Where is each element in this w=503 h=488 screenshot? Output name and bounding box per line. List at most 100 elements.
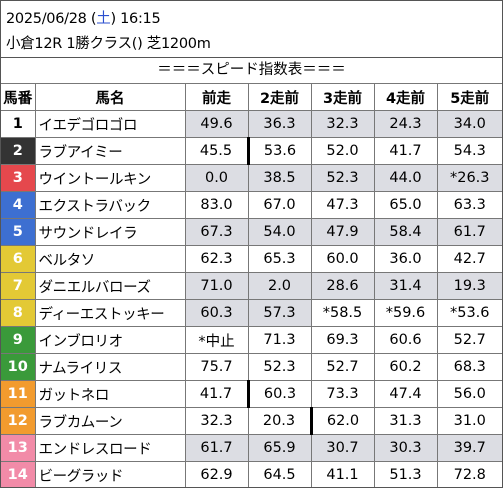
speed-index-value: 0.0 — [184, 164, 249, 192]
speed-index-value: *58.5 — [310, 299, 375, 327]
speed-index-value: 54.0 — [247, 218, 312, 246]
speed-index-value: 52.7 — [436, 326, 502, 354]
speed-index-value: 31.0 — [436, 407, 502, 435]
speed-index-value: 19.3 — [436, 272, 502, 300]
horse-number: 14 — [1, 461, 36, 487]
speed-index-value: 30.3 — [373, 434, 438, 462]
speed-index-value: *中止 — [184, 326, 249, 354]
horse-name: ガットネロ — [34, 380, 186, 408]
horse-name: エンドレスロード — [34, 434, 186, 462]
horse-number: 9 — [1, 326, 36, 354]
speed-index-value: 47.9 — [310, 218, 375, 246]
speed-index-value: 65.9 — [247, 434, 312, 462]
speed-index-value: 38.5 — [247, 164, 312, 192]
speed-index-value: 71.0 — [184, 272, 249, 300]
table-row: 14 ビーグラッド 62.9 64.5 41.1 51.3 72.8 — [1, 461, 502, 487]
speed-index-value: 42.7 — [436, 245, 502, 273]
table-title: ＝＝＝スピード指数表＝＝＝ — [1, 58, 502, 84]
horse-number: 7 — [1, 272, 36, 300]
horse-number: 3 — [1, 164, 36, 192]
col-header-last-race: 前走 — [184, 83, 249, 111]
speed-index-value: 52.3 — [310, 164, 375, 192]
speed-index-value: 61.7 — [436, 218, 502, 246]
table-row: 10 ナムライリス 75.7 52.3 52.7 60.2 68.3 — [1, 353, 502, 381]
col-header-2-races-ago: 2走前 — [247, 83, 312, 111]
speed-index-value: 62.9 — [184, 461, 249, 487]
col-header-3-races-ago: 3走前 — [310, 83, 375, 111]
table-row: 1 イエデゴロゴロ 49.6 36.3 32.3 24.3 34.0 — [1, 110, 502, 138]
horse-number: 4 — [1, 191, 36, 219]
speed-index-value: 32.3 — [310, 110, 375, 138]
speed-index-value: 52.7 — [310, 353, 375, 381]
speed-index-value: 60.3 — [247, 380, 312, 408]
speed-index-value: 62.3 — [184, 245, 249, 273]
col-header-5-races-ago: 5走前 — [436, 83, 502, 111]
speed-index-value: 36.3 — [247, 110, 312, 138]
table-row: 8 ディーエストッキー 60.3 57.3 *58.5 *59.6 *53.6 — [1, 299, 502, 327]
speed-index-value: 60.6 — [373, 326, 438, 354]
horse-number: 1 — [1, 110, 36, 138]
day-of-week: 土 — [96, 11, 111, 27]
header-divider — [1, 57, 502, 58]
speed-index-value: 68.3 — [436, 353, 502, 381]
speed-index-value: 52.0 — [310, 137, 375, 165]
table-row: 5 サウンドレイラ 67.3 54.0 47.9 58.4 61.7 — [1, 218, 502, 246]
speed-index-value: 65.3 — [247, 245, 312, 273]
speed-index-value: 73.3 — [310, 380, 375, 408]
horse-number: 6 — [1, 245, 36, 273]
speed-index-value: 69.3 — [310, 326, 375, 354]
speed-index-value: 49.6 — [184, 110, 249, 138]
table-header-row: 馬番 馬名 前走 2走前 3走前 4走前 5走前 — [1, 83, 502, 111]
speed-index-value: 67.3 — [184, 218, 249, 246]
horse-name: ディーエストッキー — [34, 299, 186, 327]
table-row: 6 ベルタソ 62.3 65.3 60.0 36.0 42.7 — [1, 245, 502, 273]
speed-index-value: 53.6 — [247, 137, 312, 165]
horse-number: 11 — [1, 380, 36, 408]
speed-index-value: 64.5 — [247, 461, 312, 487]
speed-index-value: 31.4 — [373, 272, 438, 300]
horse-number: 10 — [1, 353, 36, 381]
horse-number: 13 — [1, 434, 36, 462]
horse-name: サウンドレイラ — [34, 218, 186, 246]
race-info: 小倉12R 1勝クラス() 芝1200m — [6, 36, 211, 52]
speed-index-value: 41.7 — [184, 380, 250, 408]
speed-index-value: 57.3 — [247, 299, 312, 327]
speed-index-value: 44.0 — [373, 164, 438, 192]
speed-index-value: 41.1 — [310, 461, 375, 487]
speed-index-value: 58.4 — [373, 218, 438, 246]
speed-index-value: 72.8 — [436, 461, 502, 487]
speed-index-value: 54.3 — [436, 137, 502, 165]
speed-index-value: 60.2 — [373, 353, 438, 381]
speed-index-value: *53.6 — [436, 299, 502, 327]
speed-index-value: 31.3 — [373, 407, 438, 435]
horse-number: 12 — [1, 407, 36, 435]
table-row: 9 インブロリオ *中止 71.3 69.3 60.6 52.7 — [1, 326, 502, 354]
speed-index-value: 60.0 — [310, 245, 375, 273]
speed-index-value: 47.4 — [373, 380, 438, 408]
speed-index-value: 75.7 — [184, 353, 249, 381]
speed-index-value: 60.3 — [184, 299, 249, 327]
table-row: 7 ダニエルバローズ 71.0 2.0 28.6 31.4 19.3 — [1, 272, 502, 300]
table-row: 3 ウイントールキン 0.0 38.5 52.3 44.0 *26.3 — [1, 164, 502, 192]
speed-index-value: 63.3 — [436, 191, 502, 219]
speed-index-value: 45.5 — [184, 137, 250, 165]
speed-index-value: 36.0 — [373, 245, 438, 273]
speed-index-value: 28.6 — [310, 272, 375, 300]
speed-index-value: 61.7 — [184, 434, 249, 462]
horse-name: ナムライリス — [34, 353, 186, 381]
horse-number: 8 — [1, 299, 36, 327]
col-header-number: 馬番 — [1, 83, 36, 111]
speed-index-value: 24.3 — [373, 110, 438, 138]
horse-number: 5 — [1, 218, 36, 246]
horse-name: ダニエルバローズ — [34, 272, 186, 300]
speed-index-value: 30.7 — [310, 434, 375, 462]
horse-number: 2 — [1, 137, 36, 165]
horse-name: ビーグラッド — [34, 461, 186, 487]
col-header-horse-name: 馬名 — [34, 83, 186, 111]
table-row: 2 ラブアイミー 45.5 53.6 52.0 41.7 54.3 — [1, 137, 502, 165]
speed-index-value: 62.0 — [310, 407, 375, 435]
speed-index-value: 34.0 — [436, 110, 502, 138]
time-suffix: ) 16:15 — [110, 11, 161, 27]
speed-index-value: 47.3 — [310, 191, 375, 219]
